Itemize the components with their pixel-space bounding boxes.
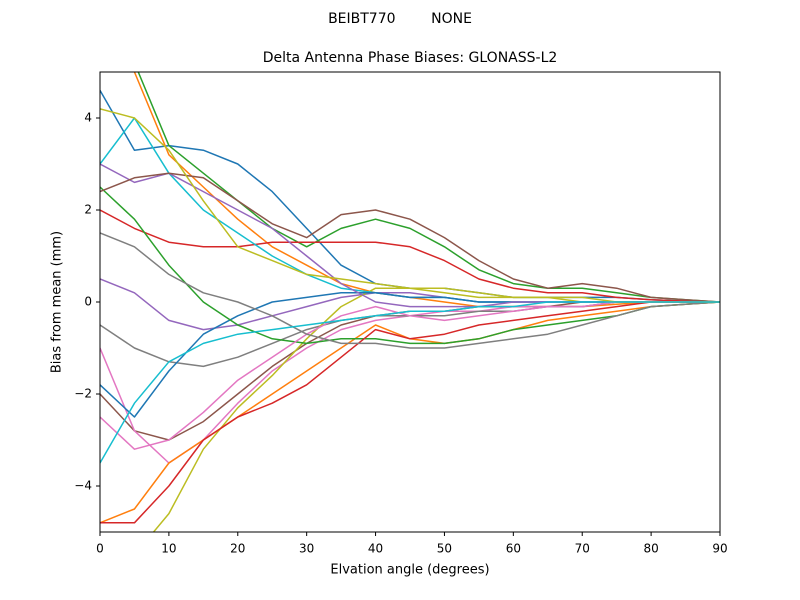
x-tick-label: 90 [712,542,727,556]
x-tick-label: 70 [575,542,590,556]
series-line [100,186,720,345]
series-line [100,301,720,524]
series-line [100,232,720,349]
series-line [100,209,720,303]
y-axis-label: Bias from mean (mm) [50,231,65,373]
series-line [100,301,720,441]
y-tick-label: 0 [84,295,92,309]
x-tick-label: 60 [506,542,521,556]
x-axis-label: Elvation angle (degrees) [330,563,489,578]
x-tick-label: 40 [368,542,383,556]
x-tick-label: 50 [437,542,452,556]
series-line [133,72,720,308]
series-line [100,108,720,303]
series-line [100,117,720,303]
y-tick-label: 2 [84,203,92,217]
chart-title: Delta Antenna Phase Biases: GLONASS-L2 [263,50,558,66]
series-line [100,90,720,303]
series-line [100,301,720,464]
x-tick-label: 30 [299,542,314,556]
series-line [100,172,720,303]
x-tick-label: 0 [96,542,104,556]
series-line [100,301,720,524]
plot-lines [100,72,720,532]
x-tick-label: 20 [230,542,245,556]
y-tick-label: 4 [84,111,92,125]
suptitle: BEIBT770 NONE [328,11,472,27]
x-tick-label: 10 [161,542,176,556]
y-tick-label: −4 [74,479,92,493]
series-line [152,287,720,532]
y-tick-label: −2 [74,387,92,401]
series-line [137,72,720,303]
x-tick-label: 80 [643,542,658,556]
